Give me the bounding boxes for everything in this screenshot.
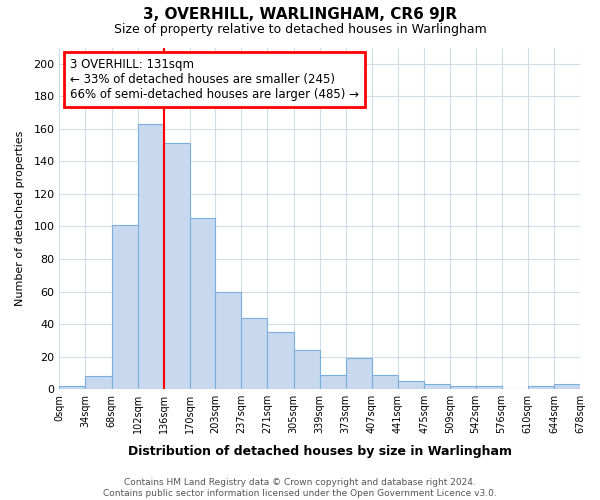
Bar [190,218,215,389]
Bar [241,318,268,389]
Bar [59,386,85,389]
Bar [424,384,450,389]
Bar [137,124,164,389]
Bar [215,292,241,389]
Text: Size of property relative to detached houses in Warlingham: Size of property relative to detached ho… [113,22,487,36]
Y-axis label: Number of detached properties: Number of detached properties [15,130,25,306]
Bar [372,374,398,389]
Bar [293,350,320,389]
Bar [85,376,112,389]
Text: Contains HM Land Registry data © Crown copyright and database right 2024.
Contai: Contains HM Land Registry data © Crown c… [103,478,497,498]
Bar [346,358,372,389]
Bar [268,332,293,389]
Text: 3, OVERHILL, WARLINGHAM, CR6 9JR: 3, OVERHILL, WARLINGHAM, CR6 9JR [143,8,457,22]
Bar [554,384,580,389]
Bar [164,144,190,389]
Bar [320,374,346,389]
Bar [112,225,137,389]
Bar [476,386,502,389]
Bar [528,386,554,389]
X-axis label: Distribution of detached houses by size in Warlingham: Distribution of detached houses by size … [128,444,512,458]
Text: 3 OVERHILL: 131sqm
← 33% of detached houses are smaller (245)
66% of semi-detach: 3 OVERHILL: 131sqm ← 33% of detached hou… [70,58,359,100]
Bar [450,386,476,389]
Bar [398,381,424,389]
